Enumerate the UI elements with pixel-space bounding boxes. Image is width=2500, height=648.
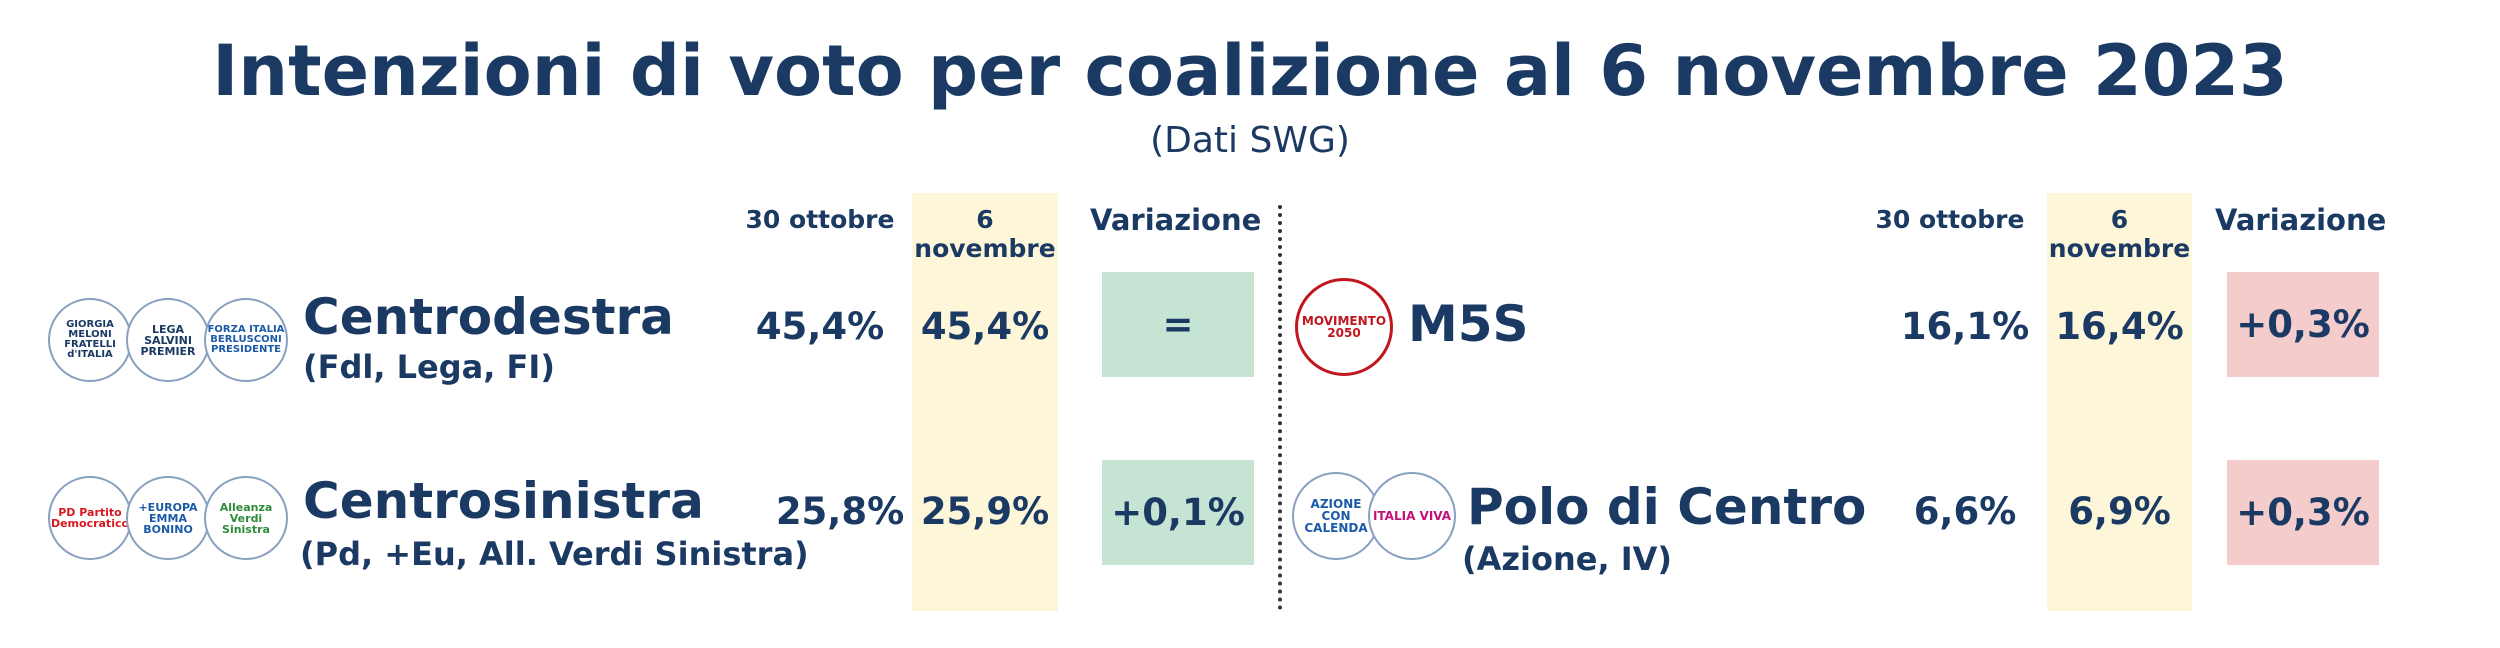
value-prev-centrosinistra: 25,8% [775, 490, 905, 533]
chart-subtitle: (Dati SWG) [1150, 120, 1350, 161]
chart-title: Intenzioni di voto per coalizione al 6 n… [212, 30, 2288, 112]
value-curr-polo-di-centro: 6,9% [2068, 490, 2171, 533]
row-name-polo-di-centro: Polo di Centro [1467, 478, 1867, 536]
pd-logo: PD Partito Democratico [48, 476, 132, 560]
europa-logo: +EUROPA EMMA BONINO [126, 476, 210, 560]
row-name-centrodestra: Centrodestra [303, 288, 674, 346]
m5s-logo: MOVIMENTO 2050 [1295, 278, 1393, 376]
header-curr-left: 6 novembre [914, 205, 1056, 263]
value-curr-centrosinistra: 25,9% [920, 490, 1050, 533]
centrodestra-logos: GIORGIA MELONI FRATELLI d'ITALIA LEGA SA… [48, 298, 288, 384]
value-curr-m5s: 16,4% [2055, 305, 2184, 348]
centrosinistra-logos: PD Partito Democratico +EUROPA EMMA BONI… [48, 476, 288, 562]
polo-di-centro-logos: AZIONE CON CALENDA ITALIA VIVA [1292, 470, 1462, 560]
change-m5s: +0,3% [2227, 272, 2379, 377]
header-change-right: Variazione [2215, 203, 2387, 237]
lega-logo: LEGA SALVINI PREMIER [126, 298, 210, 382]
row-sub-polo-di-centro: (Azione, IV) [1462, 540, 1673, 578]
avs-logo: Alleanza Verdi Sinistra [204, 476, 288, 560]
value-prev-polo-di-centro: 6,6% [1913, 490, 2017, 533]
row-sub-centrodestra: (Fdl, Lega, FI) [303, 348, 555, 386]
header-change-left: Variazione [1090, 203, 1262, 237]
header-prev-left: 30 ottobre [745, 205, 895, 234]
italia-viva-logo: ITALIA VIVA [1368, 472, 1456, 560]
row-name-m5s: M5S [1408, 295, 1529, 353]
azione-logo: AZIONE CON CALENDA [1292, 472, 1380, 560]
value-prev-centrodestra: 45,4% [755, 305, 885, 348]
header-curr-right: 6 novembre [2048, 205, 2191, 263]
row-name-centrosinistra: Centrosinistra [303, 472, 704, 530]
value-curr-centrodestra: 45,4% [920, 305, 1050, 348]
change-polo-di-centro: +0,3% [2227, 460, 2379, 565]
change-centrodestra: = [1102, 272, 1254, 377]
value-prev-m5s: 16,1% [1900, 305, 2030, 348]
change-centrosinistra: +0,1% [1102, 460, 1254, 565]
forza-italia-logo: FORZA ITALIA BERLUSCONI PRESIDENTE [204, 298, 288, 382]
header-prev-right: 30 ottobre [1875, 205, 2025, 234]
row-sub-centrosinistra: (Pd, +Eu, All. Verdi Sinistra) [300, 535, 809, 573]
highlight-column-right [2047, 193, 2192, 611]
column-divider [1278, 205, 1282, 610]
meloni-logo: GIORGIA MELONI FRATELLI d'ITALIA [48, 298, 132, 382]
highlight-column-left [912, 193, 1058, 611]
